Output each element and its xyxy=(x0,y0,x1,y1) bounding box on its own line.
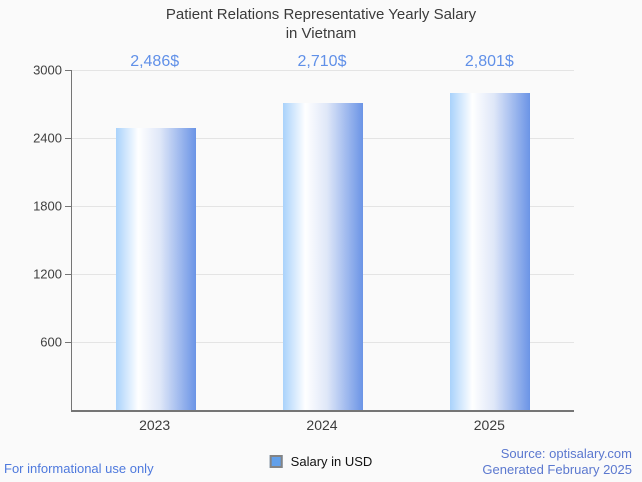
disclaimer-text: For informational use only xyxy=(4,461,154,476)
bar-value-label-2023: 2,486$ xyxy=(130,53,180,70)
legend-label: Salary in USD xyxy=(290,454,373,469)
y-axis-label: 600 xyxy=(40,334,62,350)
gridline xyxy=(72,70,574,71)
bar-2024 xyxy=(283,102,363,410)
chart-title: Patient Relations Representative Yearly … xyxy=(0,5,642,43)
source-attribution: Source: optisalary.com Generated Februar… xyxy=(482,446,632,478)
y-axis-tick xyxy=(65,342,71,343)
y-axis-label: 1800 xyxy=(33,198,62,214)
legend-swatch-icon xyxy=(269,455,283,468)
y-axis-tick xyxy=(65,70,71,71)
chart-title-line2: in Vietnam xyxy=(285,25,357,42)
bar-value-label-2025: 2,801$ xyxy=(464,53,514,70)
bar-value-label-2024: 2,710$ xyxy=(297,53,347,70)
y-axis-tick xyxy=(65,206,71,207)
chart-title-line1: Patient Relations Representative Yearly … xyxy=(165,6,477,23)
y-axis-tick xyxy=(65,138,71,139)
y-axis-tick xyxy=(65,274,71,275)
legend: Salary in USD xyxy=(269,454,373,469)
x-axis-label-2025: 2025 xyxy=(473,417,505,433)
bar-2025 xyxy=(450,92,531,410)
y-axis-label: 2400 xyxy=(33,130,62,146)
plot-area: 600 1200 1800 2400 3000 xyxy=(33,63,574,412)
x-axis-label-2024: 2024 xyxy=(306,417,338,433)
x-axis-label-2023: 2023 xyxy=(139,417,171,433)
source-line: Source: optisalary.com xyxy=(500,446,632,461)
bar-2023 xyxy=(115,128,196,410)
y-axis-label: 1200 xyxy=(33,266,62,282)
generated-line: Generated February 2025 xyxy=(482,462,632,477)
y-axis-label: 3000 xyxy=(33,62,62,78)
